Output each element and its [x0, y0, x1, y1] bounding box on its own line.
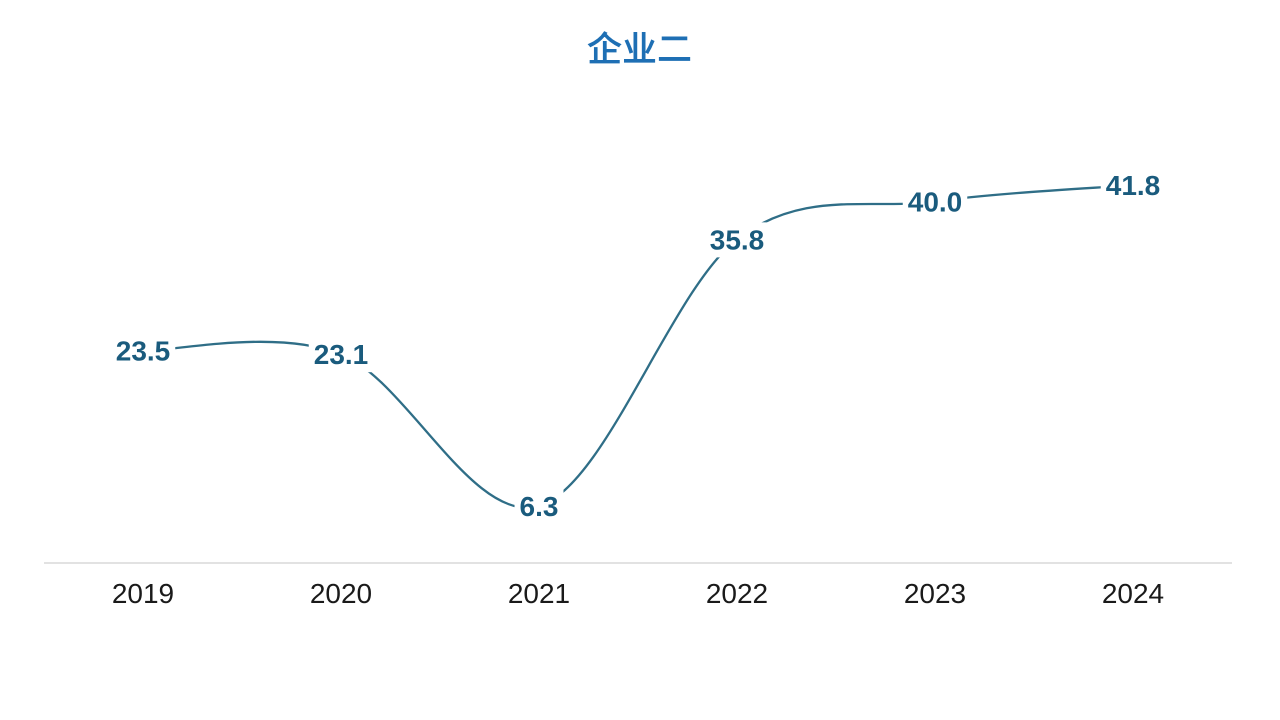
data-label: 41.8 — [1106, 170, 1161, 201]
x-axis-tick-label: 2022 — [706, 578, 768, 609]
data-label-backdrop — [704, 222, 770, 258]
data-label-backdrop — [110, 333, 176, 369]
data-label-backdrop — [514, 489, 564, 525]
data-label-group: 23.5 23.1 6.3 35.8 40.0 41.8 — [110, 168, 1166, 525]
data-label-backdrop — [1100, 168, 1166, 204]
data-label-backdrop — [308, 337, 374, 373]
data-label: 35.8 — [710, 224, 765, 255]
x-axis-tick-label: 2020 — [310, 578, 372, 609]
chart-title: 企业二 — [587, 31, 693, 69]
series-line — [141, 183, 1135, 509]
x-axis-tick-label: 2021 — [508, 578, 570, 609]
data-label-backdrop — [902, 184, 968, 220]
x-axis-tick-label: 2024 — [1102, 578, 1164, 609]
data-label: 6.3 — [520, 491, 559, 522]
x-axis-tick-label: 2023 — [904, 578, 966, 609]
data-label: 40.0 — [908, 186, 963, 217]
x-axis-tick-group: 2019 2020 2021 2022 2023 2024 — [112, 578, 1164, 609]
x-axis-tick-label: 2019 — [112, 578, 174, 609]
data-label: 23.1 — [314, 339, 369, 370]
data-label: 23.5 — [116, 336, 171, 367]
